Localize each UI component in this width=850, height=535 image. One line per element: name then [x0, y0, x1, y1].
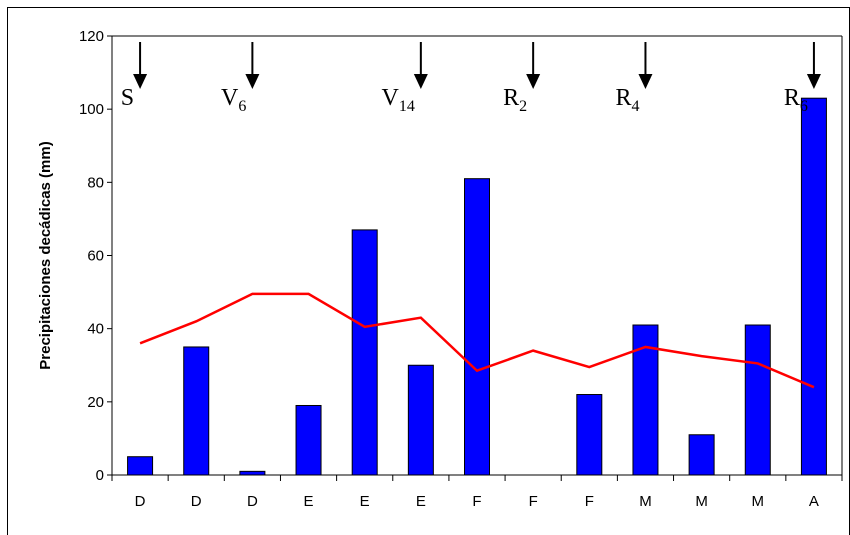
stage-label: V6 — [221, 85, 246, 115]
x-tick-label: E — [416, 493, 426, 510]
y-tick-label: 120 — [79, 28, 104, 45]
bar-series — [127, 97, 827, 476]
x-tick-label: A — [809, 493, 819, 510]
x-tick-label: M — [695, 493, 708, 510]
stage-label: R2 — [503, 85, 527, 115]
arrow-head — [806, 74, 821, 89]
y-tick-label: 100 — [79, 101, 104, 118]
y-tick-label: 80 — [87, 174, 104, 191]
x-tick-label: F — [585, 493, 594, 510]
bar — [576, 394, 603, 476]
bar — [688, 434, 715, 476]
x-tick-label: D — [247, 493, 258, 510]
axes: 0 20 40 60 80 100 120 D D D E E E F F F M M M A — [79, 28, 843, 510]
stage-annotation: V6 — [221, 42, 260, 115]
x-tick-label: E — [304, 493, 314, 510]
stage-label: S — [121, 85, 134, 111]
stage-annotation: S — [121, 42, 148, 111]
stage-annotation: R6 — [784, 42, 821, 115]
x-tick-label: F — [529, 493, 538, 510]
x-tick-label: D — [135, 493, 146, 510]
y-axis-label: Precipitaciones decádicas (mm) — [37, 141, 54, 369]
bar — [800, 97, 827, 476]
bar — [183, 346, 210, 476]
bar — [464, 178, 490, 476]
arrow-head — [526, 74, 541, 89]
x-tick-label: D — [191, 493, 202, 510]
stage-label: R6 — [784, 85, 808, 115]
bar — [744, 324, 771, 476]
bar — [295, 404, 322, 476]
stage-annotation: R2 — [503, 42, 541, 115]
arrow-head — [245, 74, 260, 89]
bar — [407, 364, 434, 476]
bar — [127, 456, 154, 476]
bar — [351, 229, 378, 476]
y-tick-label: 0 — [96, 467, 104, 484]
y-tick-label: 20 — [87, 394, 104, 411]
arrow-head — [638, 74, 653, 89]
y-tick-label: 40 — [87, 321, 104, 338]
bar — [239, 470, 266, 476]
stage-label: V14 — [382, 85, 415, 115]
x-tick-label: E — [360, 493, 370, 510]
stage-annotations: S V6 V14 R2 R4 R6 — [121, 42, 821, 115]
line-path — [139, 292, 815, 389]
arrow-head — [133, 74, 148, 89]
line-series — [139, 292, 815, 389]
stage-label: R4 — [615, 85, 639, 115]
stage-annotation: V14 — [382, 42, 428, 115]
x-tick-label: M — [752, 493, 765, 510]
arrow-head — [413, 74, 428, 89]
x-tick-label: M — [639, 493, 652, 510]
stage-annotation: R4 — [615, 42, 653, 115]
y-tick-label: 60 — [87, 248, 104, 265]
x-tick-label: F — [472, 493, 481, 510]
